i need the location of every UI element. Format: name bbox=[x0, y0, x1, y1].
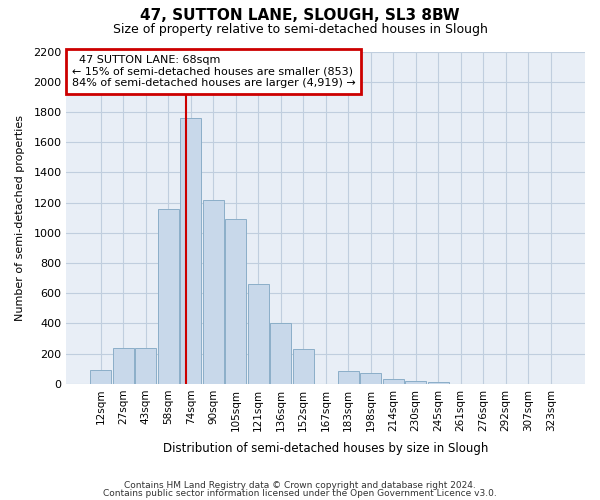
Bar bbox=[293, 349, 314, 384]
Bar bbox=[225, 219, 247, 384]
Bar bbox=[203, 200, 224, 384]
Bar bbox=[270, 324, 292, 384]
Bar bbox=[338, 371, 359, 384]
Bar bbox=[113, 348, 134, 384]
X-axis label: Distribution of semi-detached houses by size in Slough: Distribution of semi-detached houses by … bbox=[163, 442, 488, 455]
Text: Contains public sector information licensed under the Open Government Licence v3: Contains public sector information licen… bbox=[103, 488, 497, 498]
Bar bbox=[135, 348, 157, 384]
Bar bbox=[90, 370, 112, 384]
Bar bbox=[405, 381, 427, 384]
Bar bbox=[158, 208, 179, 384]
Text: Size of property relative to semi-detached houses in Slough: Size of property relative to semi-detach… bbox=[113, 22, 487, 36]
Text: Contains HM Land Registry data © Crown copyright and database right 2024.: Contains HM Land Registry data © Crown c… bbox=[124, 481, 476, 490]
Bar bbox=[428, 382, 449, 384]
Y-axis label: Number of semi-detached properties: Number of semi-detached properties bbox=[15, 114, 25, 320]
Bar bbox=[248, 284, 269, 384]
Text: 47, SUTTON LANE, SLOUGH, SL3 8BW: 47, SUTTON LANE, SLOUGH, SL3 8BW bbox=[140, 8, 460, 22]
Text: 47 SUTTON LANE: 68sqm
← 15% of semi-detached houses are smaller (853)
84% of sem: 47 SUTTON LANE: 68sqm ← 15% of semi-deta… bbox=[71, 55, 355, 88]
Bar bbox=[360, 374, 382, 384]
Bar bbox=[383, 378, 404, 384]
Bar bbox=[180, 118, 202, 384]
